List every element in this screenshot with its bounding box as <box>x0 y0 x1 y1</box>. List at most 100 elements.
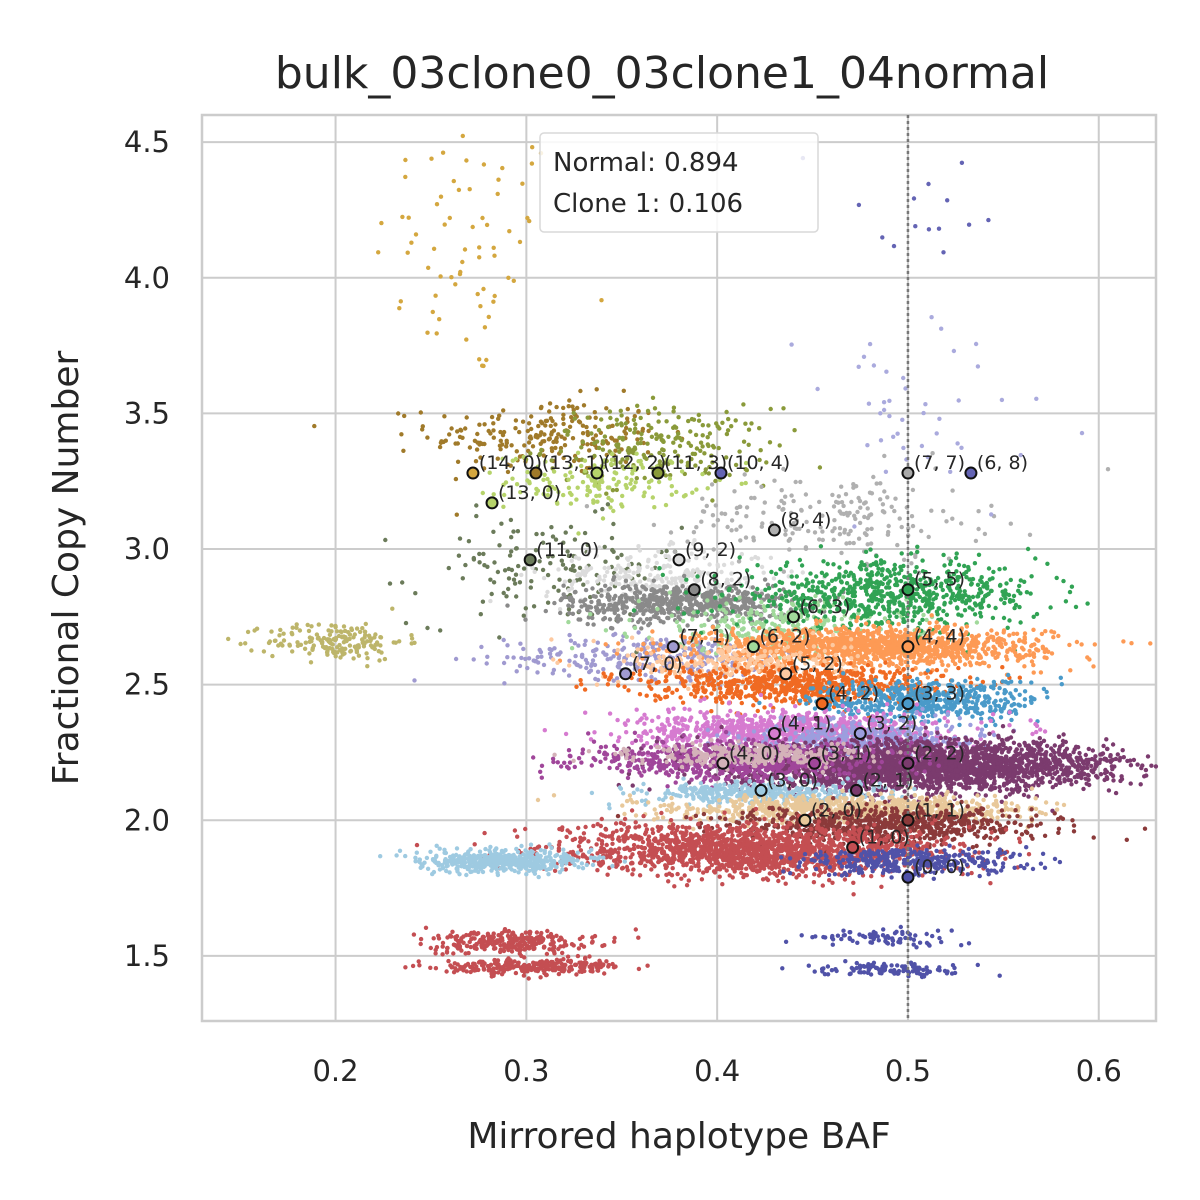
data-point <box>871 474 876 480</box>
data-point <box>615 619 620 624</box>
data-point <box>593 415 598 420</box>
data-point <box>891 434 896 439</box>
data-point <box>699 612 704 617</box>
data-point <box>599 587 604 593</box>
data-point <box>562 436 567 441</box>
data-point <box>911 196 917 201</box>
data-point <box>842 645 847 650</box>
data-point <box>810 630 816 636</box>
data-point <box>351 656 356 661</box>
data-point <box>377 658 382 663</box>
data-point <box>501 590 506 596</box>
data-point <box>566 477 571 482</box>
data-point <box>891 596 896 601</box>
data-point <box>715 517 721 523</box>
data-point <box>650 395 656 400</box>
data-point <box>982 531 988 537</box>
data-point <box>635 647 640 652</box>
data-point <box>667 590 673 595</box>
data-point <box>679 459 684 464</box>
data-point <box>606 565 611 570</box>
data-point <box>661 646 666 651</box>
data-point <box>894 608 900 613</box>
data-point <box>880 235 885 240</box>
data-point <box>605 569 610 575</box>
data-point <box>966 564 971 570</box>
data-point <box>741 616 746 621</box>
data-point <box>517 580 523 585</box>
data-point <box>873 654 879 659</box>
data-point <box>839 550 844 556</box>
data-point <box>591 638 596 644</box>
data-point <box>533 658 539 664</box>
data-point <box>540 439 545 444</box>
data-point <box>689 456 694 462</box>
data-point <box>523 656 528 662</box>
data-point <box>859 638 864 643</box>
data-point <box>556 489 561 495</box>
data-point <box>562 428 567 434</box>
data-point <box>433 293 438 298</box>
data-point <box>594 439 600 444</box>
data-point <box>481 162 487 167</box>
data-point <box>636 630 641 635</box>
data-point <box>685 460 691 465</box>
data-point <box>990 576 995 581</box>
data-point <box>261 649 267 654</box>
data-point <box>744 514 749 519</box>
data-point <box>691 610 696 615</box>
data-point <box>611 654 616 659</box>
data-point <box>929 315 934 320</box>
data-point <box>509 443 514 448</box>
data-point <box>623 431 629 436</box>
data-point <box>755 556 761 561</box>
data-point <box>963 592 968 598</box>
data-point <box>495 191 500 197</box>
data-point <box>1022 640 1028 645</box>
data-point <box>1001 592 1006 598</box>
data-point <box>943 653 948 659</box>
data-point <box>783 532 788 537</box>
data-point <box>671 405 677 410</box>
data-point <box>521 646 526 652</box>
data-point <box>376 250 381 255</box>
data-point <box>559 558 564 563</box>
data-point <box>621 659 627 664</box>
data-point <box>871 634 876 639</box>
data-point <box>901 375 906 381</box>
data-point <box>710 498 715 503</box>
data-point <box>538 405 544 411</box>
data-point <box>1007 646 1013 652</box>
data-point <box>664 596 669 602</box>
data-point <box>580 431 586 436</box>
data-point <box>463 562 468 568</box>
data-point <box>671 409 676 414</box>
data-point <box>990 650 995 655</box>
data-point <box>771 576 777 581</box>
data-point <box>635 430 641 435</box>
data-point <box>864 567 869 572</box>
data-point <box>963 600 969 605</box>
data-point <box>641 641 646 647</box>
data-point <box>915 549 920 555</box>
data-point <box>580 423 586 428</box>
data-point <box>338 655 343 660</box>
data-point <box>616 563 621 568</box>
data-point <box>757 620 763 625</box>
data-point <box>777 588 782 593</box>
data-point <box>529 161 535 166</box>
data-point <box>796 585 801 590</box>
data-point <box>1033 556 1038 561</box>
data-point <box>633 426 638 431</box>
data-point <box>1045 561 1050 566</box>
data-point <box>625 416 630 421</box>
data-point <box>970 607 975 612</box>
data-point <box>789 493 794 498</box>
data-point <box>621 466 627 471</box>
data-point <box>881 635 887 640</box>
data-point <box>977 661 982 667</box>
data-point <box>374 640 380 645</box>
data-point <box>1031 627 1036 632</box>
data-point <box>897 516 902 521</box>
data-point <box>397 306 402 311</box>
